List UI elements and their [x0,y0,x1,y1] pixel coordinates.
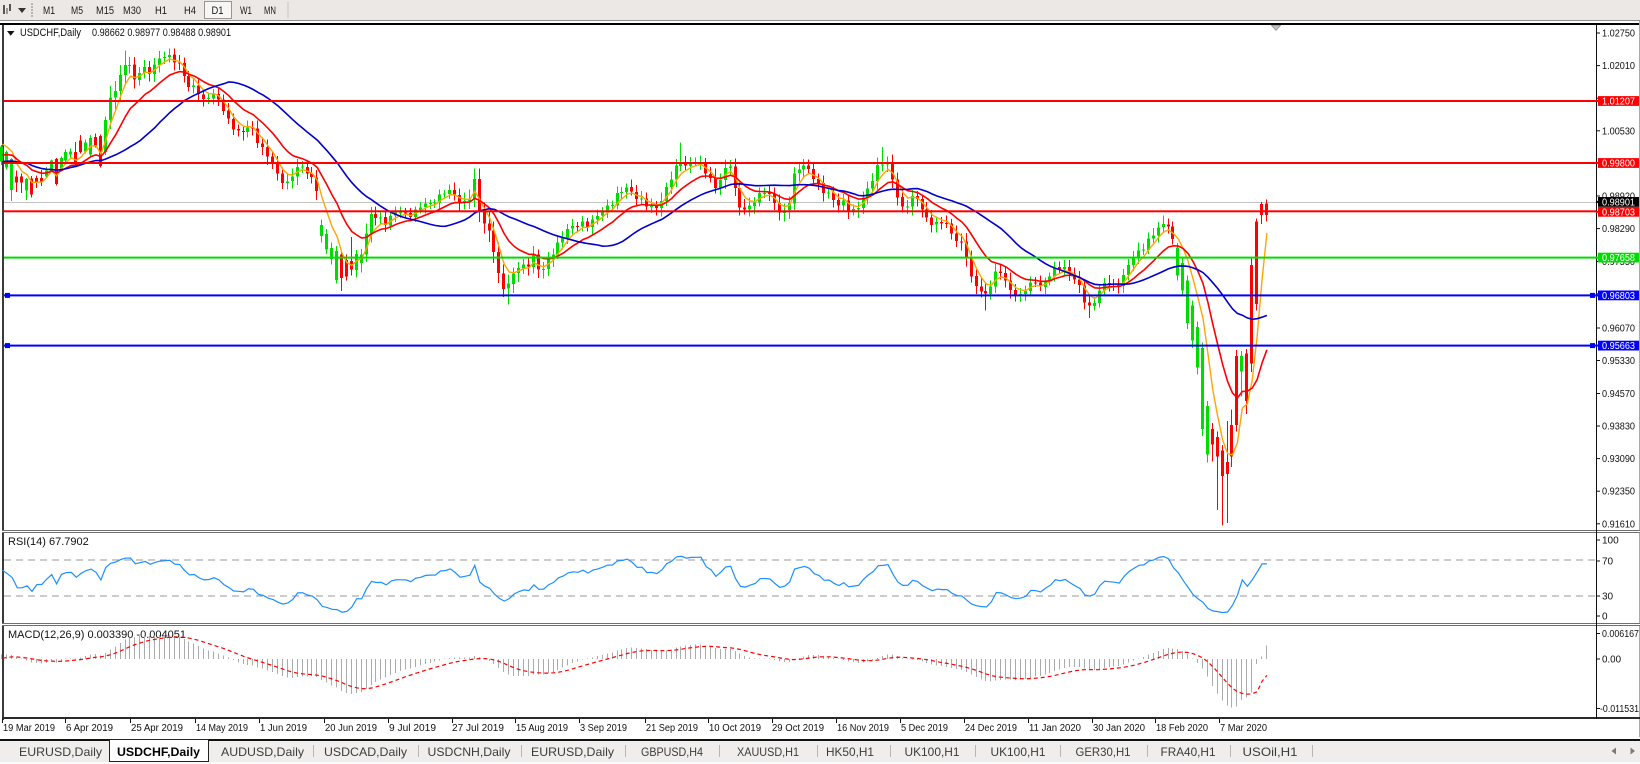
svg-text:USDCHF,Daily: USDCHF,Daily [20,27,81,39]
svg-text:1.02010: 1.02010 [1602,61,1635,72]
svg-text:15 Aug 2019: 15 Aug 2019 [516,723,568,734]
svg-text:0.006167: 0.006167 [1602,629,1639,640]
svg-text:W1: W1 [240,5,252,17]
svg-text:1.02750: 1.02750 [1602,29,1635,40]
svg-text:M30: M30 [123,5,141,17]
svg-text:XAUUSD,H1: XAUUSD,H1 [737,745,799,759]
svg-text:70: 70 [1602,557,1614,568]
svg-text:21 Sep 2019: 21 Sep 2019 [646,723,698,734]
svg-text:GER30,H1: GER30,H1 [1076,745,1131,759]
svg-text:AUDUSD,Daily: AUDUSD,Daily [221,745,304,759]
svg-text:0.00: 0.00 [1602,655,1621,666]
svg-text:0.93090: 0.93090 [1602,454,1635,465]
svg-text:0.97658: 0.97658 [1602,253,1635,264]
svg-text:16 Nov 2019: 16 Nov 2019 [837,723,889,734]
svg-text:100: 100 [1602,536,1619,547]
svg-text:0.95663: 0.95663 [1602,341,1635,352]
svg-text:H1: H1 [155,5,167,17]
svg-text:18 Feb 2020: 18 Feb 2020 [1156,723,1208,734]
svg-text:0.98662 0.98977 0.98488 0.9890: 0.98662 0.98977 0.98488 0.98901 [92,27,231,39]
svg-text:0.98901: 0.98901 [1602,198,1635,209]
svg-text:29 Oct 2019: 29 Oct 2019 [772,723,824,734]
svg-text:M5: M5 [71,5,83,17]
svg-text:0.91610: 0.91610 [1602,519,1635,530]
svg-text:USDCNH,Daily: USDCNH,Daily [428,745,511,759]
svg-text:0.98290: 0.98290 [1602,224,1635,235]
svg-text:USDCHF,Daily: USDCHF,Daily [117,745,200,759]
svg-text:USOil,H1: USOil,H1 [1243,745,1298,759]
svg-text:10 Oct 2019: 10 Oct 2019 [709,723,761,734]
svg-text:HK50,H1: HK50,H1 [826,745,874,759]
svg-text:MN: MN [264,5,276,17]
svg-text:0.93830: 0.93830 [1602,422,1635,433]
svg-text:0.98703: 0.98703 [1602,207,1635,218]
svg-text:FRA40,H1: FRA40,H1 [1161,745,1216,759]
svg-text:H4: H4 [184,5,196,17]
svg-text:GBPUSD,H4: GBPUSD,H4 [641,745,703,759]
svg-text:EURUSD,Daily: EURUSD,Daily [531,745,614,759]
svg-text:D1: D1 [212,5,224,17]
svg-text:0.95330: 0.95330 [1602,356,1635,367]
svg-text:5 Dec 2019: 5 Dec 2019 [901,723,948,734]
svg-text:0.94570: 0.94570 [1602,389,1635,400]
svg-text:M15: M15 [96,5,114,17]
svg-text:30 Jan 2020: 30 Jan 2020 [1093,723,1145,734]
svg-text:0.92350: 0.92350 [1602,487,1635,498]
svg-text:3 Sep 2019: 3 Sep 2019 [580,723,627,734]
svg-text:25 Apr 2019: 25 Apr 2019 [131,723,183,734]
svg-text:1.01207: 1.01207 [1602,97,1635,108]
svg-text:0.97550: 0.97550 [1602,257,1635,268]
svg-text:0: 0 [1602,612,1608,623]
svg-text:30: 30 [1602,592,1614,603]
svg-text:USDCAD,Daily: USDCAD,Daily [324,745,407,759]
svg-text:19 Mar 2019: 19 Mar 2019 [3,723,55,734]
svg-text:0.96803: 0.96803 [1602,291,1635,302]
svg-text:1.00530: 1.00530 [1602,126,1635,137]
svg-text:-0.011531: -0.011531 [1600,704,1639,715]
svg-text:6 Apr 2019: 6 Apr 2019 [66,723,113,734]
svg-text:UK100,H1: UK100,H1 [991,745,1046,759]
svg-text:0.99800: 0.99800 [1602,159,1635,170]
svg-text:1 Jun 2019: 1 Jun 2019 [260,723,307,734]
svg-text:EURUSD,Daily: EURUSD,Daily [19,745,102,759]
svg-text:0.96070: 0.96070 [1602,324,1635,335]
svg-text:11 Jan 2020: 11 Jan 2020 [1029,723,1081,734]
svg-text:9 Jul 2019: 9 Jul 2019 [389,723,436,734]
svg-text:UK100,H1: UK100,H1 [905,745,960,759]
svg-text:20 Jun 2019: 20 Jun 2019 [325,723,377,734]
svg-text:14 May 2019: 14 May 2019 [196,723,248,734]
svg-text:RSI(14) 67.7902: RSI(14) 67.7902 [8,536,89,548]
svg-text:MACD(12,26,9) 0.003390 -0.0040: MACD(12,26,9) 0.003390 -0.004051 [8,629,186,641]
svg-text:27 Jul 2019: 27 Jul 2019 [452,723,504,734]
svg-text:24 Dec 2019: 24 Dec 2019 [965,723,1017,734]
svg-text:M1: M1 [43,5,55,17]
svg-text:7 Mar 2020: 7 Mar 2020 [1220,723,1267,734]
